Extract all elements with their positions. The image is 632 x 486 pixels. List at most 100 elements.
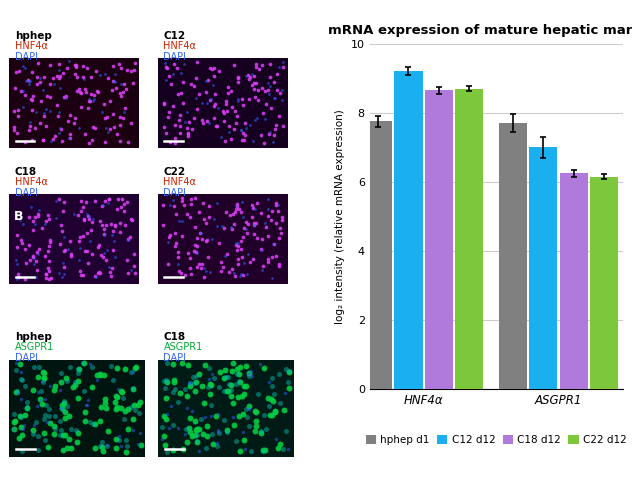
Point — [183, 130, 193, 138]
Point — [274, 440, 284, 448]
Point — [81, 198, 91, 206]
Point — [98, 448, 108, 455]
Point — [85, 226, 95, 234]
Point — [162, 260, 173, 267]
Point — [269, 94, 279, 102]
Point — [114, 89, 125, 97]
Point — [79, 216, 89, 224]
Point — [275, 89, 285, 97]
Point — [128, 250, 138, 258]
Point — [172, 65, 182, 72]
Point — [107, 264, 117, 272]
Point — [58, 406, 68, 414]
Point — [96, 251, 106, 259]
Point — [101, 124, 111, 132]
Point — [191, 438, 202, 446]
Point — [265, 73, 275, 81]
Point — [82, 247, 92, 255]
Point — [274, 234, 284, 242]
Point — [180, 385, 190, 393]
Point — [97, 444, 107, 451]
Point — [86, 90, 96, 98]
Point — [233, 242, 243, 249]
Point — [261, 223, 271, 231]
Bar — [425, 90, 453, 389]
Point — [59, 247, 69, 255]
Point — [116, 404, 126, 412]
Point — [206, 413, 216, 420]
Point — [50, 382, 60, 390]
Point — [63, 245, 73, 253]
Point — [45, 238, 55, 246]
Point — [267, 382, 277, 389]
Point — [112, 393, 122, 401]
Point — [78, 387, 88, 395]
Point — [111, 405, 121, 413]
Point — [260, 87, 270, 95]
Point — [173, 260, 183, 268]
Point — [32, 248, 42, 256]
Point — [226, 382, 236, 389]
Point — [31, 273, 41, 281]
Point — [225, 211, 235, 219]
Point — [53, 112, 63, 120]
Point — [136, 441, 146, 449]
Point — [44, 413, 54, 420]
Point — [20, 138, 30, 146]
Point — [108, 227, 118, 235]
Point — [30, 220, 40, 228]
Point — [22, 404, 32, 412]
Point — [85, 97, 95, 104]
Point — [57, 404, 67, 412]
Text: HNF4α: HNF4α — [163, 41, 196, 51]
Point — [45, 93, 55, 101]
Point — [181, 425, 191, 433]
Point — [58, 138, 68, 145]
Point — [107, 231, 117, 239]
Point — [251, 422, 261, 430]
Point — [27, 68, 37, 76]
Point — [66, 425, 76, 433]
Point — [252, 63, 262, 70]
Point — [257, 266, 267, 274]
Point — [40, 252, 50, 260]
Point — [28, 217, 38, 225]
Point — [33, 210, 43, 218]
Point — [27, 106, 37, 114]
Point — [16, 447, 27, 455]
Point — [277, 58, 288, 66]
Point — [103, 128, 113, 136]
Point — [236, 271, 246, 278]
Point — [135, 429, 145, 437]
Point — [178, 446, 188, 453]
Point — [33, 212, 43, 220]
Point — [191, 248, 201, 256]
Point — [66, 252, 76, 260]
Point — [189, 380, 199, 387]
Point — [231, 241, 241, 249]
Point — [236, 126, 246, 134]
Point — [197, 116, 207, 124]
Point — [238, 102, 248, 109]
Point — [257, 131, 267, 139]
Point — [274, 201, 284, 209]
Point — [244, 369, 254, 377]
Point — [20, 382, 30, 390]
Point — [49, 386, 59, 394]
Point — [35, 74, 45, 82]
Point — [35, 396, 45, 403]
Point — [221, 208, 231, 216]
Point — [74, 257, 84, 264]
Point — [221, 100, 231, 108]
Point — [56, 221, 66, 228]
Point — [161, 415, 171, 423]
Point — [43, 211, 53, 219]
Title: mRNA expression of mature hepatic markers: mRNA expression of mature hepatic marker… — [328, 24, 632, 37]
Point — [90, 272, 100, 280]
Point — [207, 430, 217, 438]
Point — [185, 255, 195, 262]
Point — [191, 73, 202, 81]
Point — [192, 105, 202, 113]
Point — [39, 109, 49, 117]
Point — [258, 109, 269, 117]
